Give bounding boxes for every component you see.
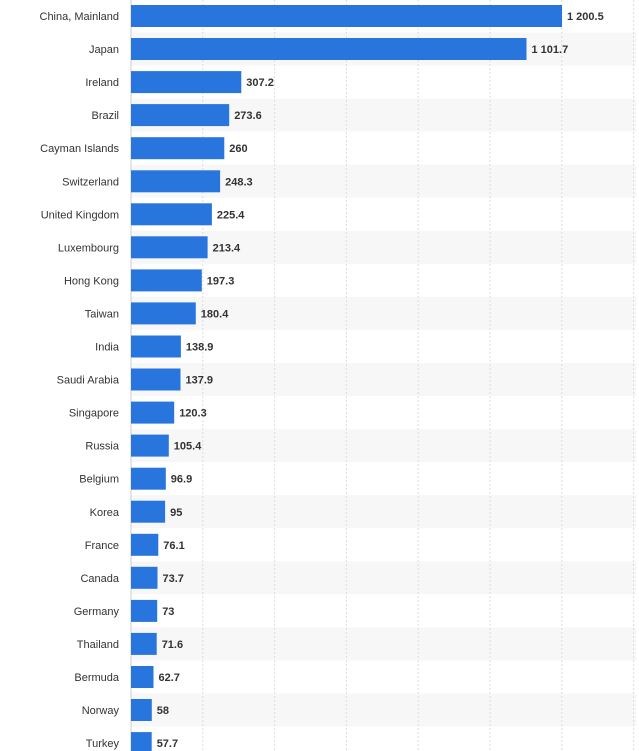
value-label: 260 (229, 143, 247, 155)
bar[interactable] (131, 632, 157, 655)
category-label: Canada (80, 573, 119, 585)
category-label: Norway (82, 705, 120, 717)
category-label: France (85, 540, 119, 552)
bar[interactable] (131, 732, 152, 751)
category-label: Singapore (69, 408, 119, 420)
value-label: 197.3 (207, 275, 235, 287)
value-label: 105.4 (174, 441, 202, 453)
value-label: 248.3 (225, 176, 253, 188)
row-stripe (131, 561, 636, 595)
category-label: Hong Kong (64, 275, 119, 287)
category-labels: China, Mainland Japan Ireland Brazil Cayman … (40, 11, 120, 750)
row-stripe (131, 627, 636, 661)
value-label: 180.4 (201, 308, 229, 320)
row-stripe (131, 296, 636, 330)
bar[interactable] (131, 335, 181, 358)
bar[interactable] (131, 566, 158, 589)
value-label: 73.7 (163, 573, 184, 585)
category-label: Korea (90, 507, 120, 519)
bar[interactable] (131, 5, 562, 27)
bar[interactable] (131, 467, 166, 490)
row-stripe (131, 693, 636, 727)
bar[interactable] (131, 500, 166, 523)
value-label: 57.7 (157, 738, 178, 750)
bar[interactable] (131, 666, 154, 688)
bar[interactable] (131, 401, 175, 424)
bar[interactable] (131, 104, 230, 127)
value-label: 62.7 (159, 672, 180, 684)
bar[interactable] (131, 170, 221, 193)
category-label: United Kingdom (41, 209, 119, 221)
row-stripe (131, 495, 636, 529)
bar[interactable] (131, 203, 212, 226)
value-label: 76.1 (163, 540, 184, 552)
value-label: 95 (170, 507, 182, 519)
category-label: Germany (74, 606, 120, 618)
value-labels: 1 200.5 1 101.7 307.2 273.6 260 248.3 225.4 213… (157, 11, 604, 750)
value-label: 73 (162, 606, 174, 618)
bar[interactable] (131, 368, 181, 391)
bar[interactable] (131, 599, 158, 622)
row-stripe (131, 230, 636, 264)
category-label: Bermuda (74, 672, 120, 684)
bar[interactable] (131, 38, 527, 60)
value-label: 138.9 (186, 342, 214, 354)
category-label: Turkey (86, 738, 120, 750)
bar[interactable] (131, 236, 208, 259)
category-label: Saudi Arabia (57, 375, 120, 387)
category-label: Russia (85, 441, 120, 453)
bar[interactable] (131, 533, 159, 556)
row-stripe (131, 363, 636, 396)
value-label: 120.3 (179, 408, 207, 420)
value-label: 307.2 (246, 77, 274, 89)
value-label: 71.6 (162, 639, 183, 651)
category-label: Cayman Islands (40, 143, 119, 155)
bars (131, 5, 562, 751)
value-label: 96.9 (171, 474, 192, 486)
category-label: India (95, 342, 120, 354)
row-stripes (131, 32, 636, 727)
value-label: 1 101.7 (532, 44, 569, 56)
category-label: Taiwan (85, 308, 119, 320)
value-label: 58 (157, 705, 169, 717)
category-label: Brazil (91, 110, 119, 122)
category-label: China, Mainland (40, 11, 120, 23)
bar[interactable] (131, 699, 152, 721)
value-label: 213.4 (213, 242, 241, 254)
category-label: Luxembourg (58, 242, 119, 254)
bar[interactable] (131, 302, 196, 325)
category-label: Thailand (77, 639, 119, 651)
category-label: Japan (89, 44, 119, 56)
bar[interactable] (131, 137, 225, 160)
value-label: 225.4 (217, 209, 245, 221)
category-label: Ireland (85, 77, 119, 89)
bar[interactable] (131, 269, 202, 292)
row-stripe (131, 429, 636, 463)
value-label: 273.6 (234, 110, 262, 122)
category-label: Switzerland (62, 176, 119, 188)
bar[interactable] (131, 71, 242, 94)
bar[interactable] (131, 434, 169, 457)
category-label: Belgium (79, 474, 119, 486)
value-label: 137.9 (186, 375, 214, 387)
value-label: 1 200.5 (567, 11, 604, 23)
